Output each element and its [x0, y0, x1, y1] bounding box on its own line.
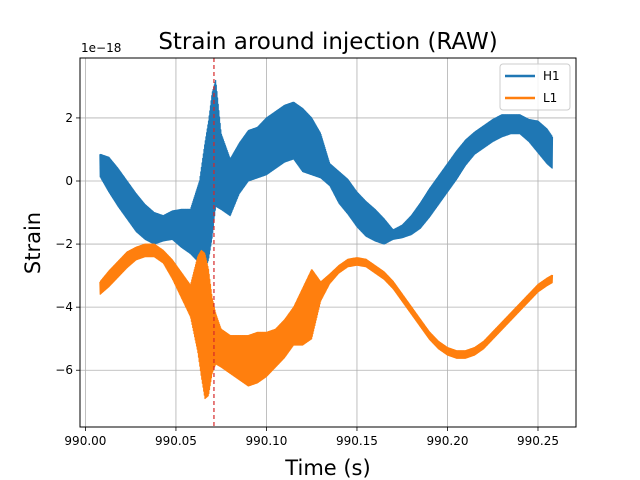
chart-title: Strain around injection (RAW) [158, 29, 497, 55]
x-tick-label: 990.25 [517, 434, 559, 448]
y-tick-label: 2 [65, 111, 73, 125]
y-tick-label: −2 [55, 237, 73, 251]
x-tick-label: 990.05 [155, 434, 197, 448]
x-tick-label: 990.00 [64, 434, 106, 448]
x-tick-label: 990.20 [426, 434, 468, 448]
y-scale-label: 1e−18 [81, 41, 121, 55]
series-l1-line [99, 243, 554, 400]
x-axis: 990.00 990.05 990.10 990.15 990.20 990.25 [64, 427, 559, 448]
series-h1-line [99, 79, 554, 270]
y-tick-label: −6 [55, 363, 73, 377]
x-tick-label: 990.10 [245, 434, 287, 448]
legend: H1 L1 [499, 63, 571, 111]
y-axis-label: Strain [21, 212, 45, 274]
plot-frame [79, 57, 577, 428]
y-axis: 2 0 −2 −4 −6 [55, 111, 80, 377]
y-tick-label: −4 [55, 300, 73, 314]
series-layer [99, 79, 554, 400]
y-tick-label: 0 [65, 174, 73, 188]
x-tick-label: 990.15 [336, 434, 378, 448]
x-axis-label: Time (s) [284, 456, 370, 480]
legend-label-h1: H1 [543, 69, 560, 83]
legend-label-l1: L1 [543, 91, 557, 105]
